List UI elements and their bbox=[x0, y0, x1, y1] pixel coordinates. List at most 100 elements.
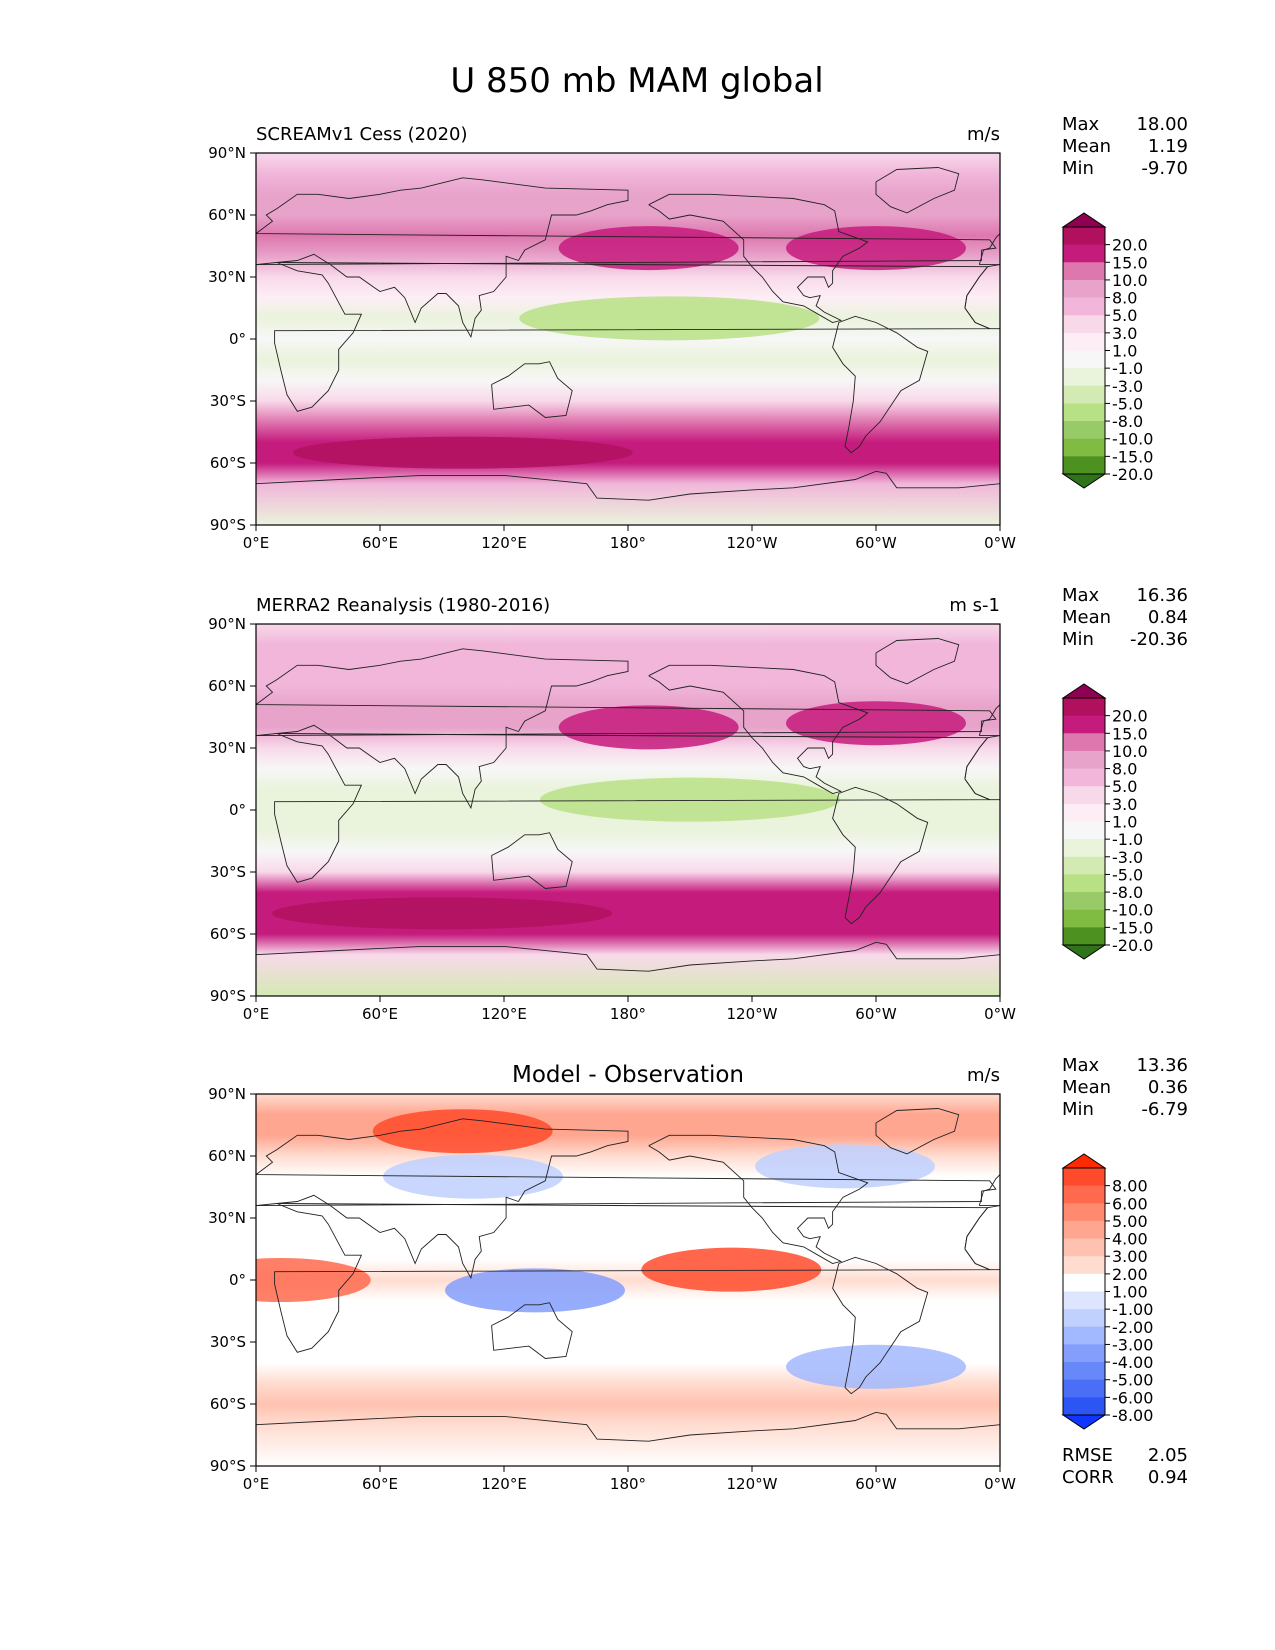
x-tick-label: 120°E bbox=[481, 534, 527, 552]
colorbar-segment bbox=[1063, 786, 1105, 805]
colorbar-label: -15.0 bbox=[1112, 918, 1153, 937]
colorbar-segment bbox=[1063, 279, 1105, 299]
stat-value: -6.79 bbox=[1141, 1099, 1188, 1120]
coastline-australia bbox=[491, 361, 573, 418]
x-tick-label: 0°W bbox=[984, 1475, 1016, 1493]
anomaly-southern-ocean-jet-max bbox=[292, 436, 633, 469]
colorbar-segment bbox=[1063, 1291, 1105, 1310]
y-tick-label: 90°N bbox=[208, 144, 246, 162]
colorbar: 20.015.010.08.05.03.01.0-1.0-3.0-5.0-8.0… bbox=[1061, 212, 1153, 489]
stat-value: 13.36 bbox=[1136, 1055, 1188, 1076]
coastline-eurasia bbox=[256, 1118, 997, 1280]
x-tick-label: 60°W bbox=[855, 1005, 897, 1023]
colorbar-segment bbox=[1063, 227, 1105, 246]
stat-value: 2.05 bbox=[1148, 1445, 1188, 1466]
x-tick-label: 60°W bbox=[855, 1475, 897, 1493]
y-tick-label: 30°N bbox=[208, 1209, 246, 1227]
stat-label: RMSE bbox=[1062, 1445, 1113, 1466]
coastline-north-america bbox=[648, 664, 869, 794]
colorbar-segment bbox=[1063, 403, 1105, 422]
y-tick-label: 0° bbox=[229, 801, 246, 819]
colorbar-label: 15.0 bbox=[1112, 724, 1148, 743]
colorbar-segment bbox=[1063, 1185, 1105, 1204]
stats-block: Max 18.00 Mean 1.19 Min -9.70 bbox=[1062, 114, 1188, 179]
coastline-africa-west bbox=[964, 264, 1000, 330]
coastline-eurasia bbox=[256, 648, 997, 810]
colorbar-segment bbox=[1063, 1168, 1105, 1187]
coastline-europe-west bbox=[978, 232, 1000, 266]
colorbar-segment bbox=[1063, 892, 1105, 911]
colorbar-extend-min bbox=[1061, 473, 1107, 489]
map-field-obs bbox=[256, 624, 1000, 996]
coastline-antarctica bbox=[256, 1411, 1000, 1466]
colorbar-segment bbox=[1063, 262, 1105, 281]
colorbar-label: 1.0 bbox=[1112, 813, 1137, 832]
y-tick-label: 90°S bbox=[210, 1457, 246, 1475]
y-tick-label: 90°N bbox=[208, 615, 246, 633]
stat-value: 18.00 bbox=[1136, 114, 1188, 135]
colorbar-label: 8.00 bbox=[1112, 1177, 1148, 1196]
colorbar-segment bbox=[1063, 350, 1105, 369]
colorbar-segment bbox=[1063, 1379, 1105, 1398]
colorbar-segment bbox=[1063, 698, 1105, 717]
x-tick-label: 60°E bbox=[362, 534, 398, 552]
colorbar-segment bbox=[1063, 297, 1105, 316]
stat-value: 0.94 bbox=[1148, 1467, 1188, 1488]
x-axis: 0°E 60°E 120°E 180° 120°W 60°W 0°W bbox=[243, 1466, 1016, 1493]
colorbar-label: -5.0 bbox=[1112, 394, 1143, 413]
x-tick-label: 0°W bbox=[984, 1005, 1016, 1023]
colorbar-label: 8.0 bbox=[1112, 289, 1137, 308]
y-axis: 90°N 60°N 30°N 0° 30°S 60°S 90°S bbox=[208, 615, 256, 1005]
x-tick-label: 60°E bbox=[362, 1005, 398, 1023]
colorbar-label: 1.00 bbox=[1112, 1283, 1148, 1302]
x-tick-label: 180° bbox=[610, 534, 646, 552]
coastline-australia bbox=[491, 1302, 573, 1359]
colorbar-segment bbox=[1063, 715, 1105, 734]
stat-label: Mean bbox=[1062, 136, 1111, 157]
x-tick-label: 180° bbox=[610, 1475, 646, 1493]
x-tick-label: 120°W bbox=[727, 534, 778, 552]
colorbar-segment bbox=[1063, 1203, 1105, 1222]
colorbar-label: 3.0 bbox=[1112, 795, 1137, 814]
coastline-africa bbox=[274, 262, 990, 412]
x-tick-label: 60°W bbox=[855, 534, 897, 552]
anomaly-canada bbox=[755, 1144, 935, 1189]
colorbar-segment bbox=[1063, 839, 1105, 858]
colorbar-label: -10.0 bbox=[1112, 430, 1153, 449]
y-tick-label: 90°S bbox=[210, 516, 246, 534]
y-tick-label: 30°N bbox=[208, 739, 246, 757]
coastline-south-america bbox=[832, 315, 929, 454]
y-tick-label: 60°N bbox=[208, 677, 246, 695]
stat-value: 0.36 bbox=[1148, 1077, 1188, 1098]
colorbar-segment bbox=[1063, 803, 1105, 822]
x-tick-label: 0°W bbox=[984, 534, 1016, 552]
colorbar-label: 3.0 bbox=[1112, 324, 1137, 343]
colorbar-label: 20.0 bbox=[1112, 707, 1148, 726]
stat-value: 16.36 bbox=[1136, 585, 1188, 606]
colorbar-segment bbox=[1063, 750, 1105, 770]
coastline-south-america bbox=[832, 1256, 929, 1395]
colorbar-label: -6.00 bbox=[1112, 1388, 1153, 1407]
y-tick-label: 0° bbox=[229, 1271, 246, 1289]
y-tick-label: 90°N bbox=[208, 1085, 246, 1103]
y-tick-label: 0° bbox=[229, 330, 246, 348]
x-tick-label: 0°E bbox=[243, 1005, 270, 1023]
coastline-greenland bbox=[875, 638, 960, 685]
colorbar-label: 8.0 bbox=[1112, 760, 1137, 779]
colorbar-label: -20.0 bbox=[1112, 936, 1153, 955]
coastline-europe-west bbox=[978, 703, 1000, 737]
colorbar-segment bbox=[1063, 1362, 1105, 1381]
coastline-europe-west bbox=[978, 1173, 1000, 1207]
colorbar-label: 6.00 bbox=[1112, 1194, 1148, 1213]
panel-title: Model - Observation bbox=[512, 1062, 744, 1088]
colorbar-label: 4.00 bbox=[1112, 1230, 1148, 1249]
coastline-africa bbox=[274, 733, 990, 883]
y-tick-label: 30°S bbox=[210, 863, 246, 881]
colorbar-segment bbox=[1063, 456, 1105, 475]
colorbar-label: -15.0 bbox=[1112, 447, 1153, 466]
x-tick-label: 120°W bbox=[727, 1475, 778, 1493]
colorbar-segment bbox=[1063, 856, 1105, 875]
colorbar-segment bbox=[1063, 1220, 1105, 1240]
colorbar-segment bbox=[1063, 927, 1105, 946]
colorbar-segment bbox=[1063, 244, 1105, 263]
